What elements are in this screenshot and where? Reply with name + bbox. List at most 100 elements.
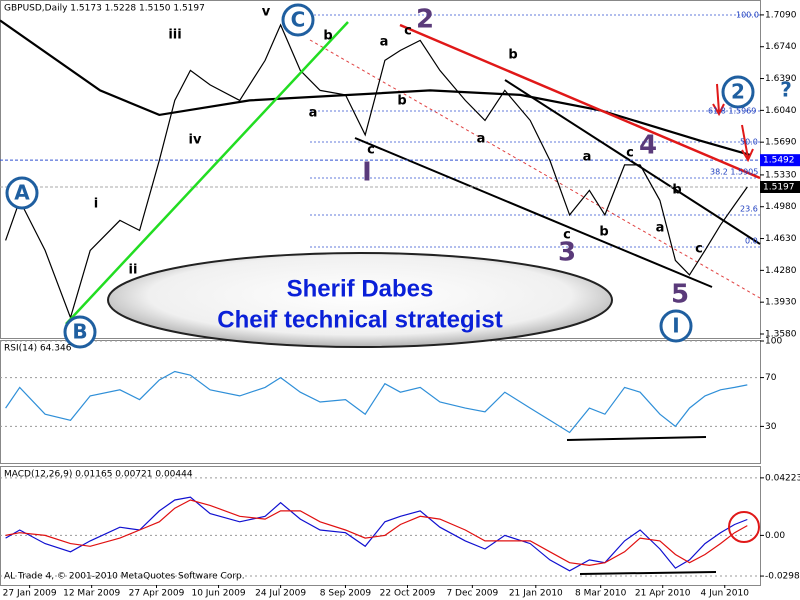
highlight-circle [728, 511, 760, 543]
wave-label: 3 [558, 238, 576, 268]
x-tick-label: 8 Mar 2010 [575, 589, 627, 599]
fib-label: 61.8 1.5969 [708, 107, 756, 116]
wave-label: 2 [416, 5, 434, 35]
x-tick-label: 27 Apr 2009 [129, 589, 185, 599]
wave-label: a [309, 106, 318, 121]
support-line [566, 436, 707, 441]
fib-label: 100.0 [736, 11, 759, 20]
box-text: Sherif Dabes [287, 275, 434, 302]
wave-label: 5 [671, 280, 689, 310]
series-line [5, 499, 748, 567]
y-tick-label: 1.6040 [765, 106, 797, 116]
y-tick-label: 1.4980 [765, 202, 797, 212]
wave-label: c [563, 228, 571, 243]
wave-label: c [404, 24, 412, 39]
fib-label: 38.2 1.5905 [710, 168, 758, 177]
trend-line [309, 39, 761, 299]
wave-label: i [94, 197, 98, 212]
y-tick-label: 0.00 [765, 531, 785, 541]
fib-label: 23.6 [740, 205, 758, 214]
x-tick-label: 10 Jun 2009 [191, 589, 245, 599]
trend-line [354, 137, 713, 288]
wave-label: C [291, 8, 306, 32]
wave-circle [659, 309, 693, 343]
wave-label: b [323, 29, 332, 44]
x-tick-label: 22 Oct 2009 [380, 589, 436, 599]
x-tick-label: 12 Mar 2009 [63, 589, 120, 599]
support-line [579, 571, 717, 575]
wave-label: a [380, 35, 389, 50]
series-line [0, 19, 751, 156]
data-layer: 1.7090 1.6740 1.6390 1.6040 1.5690 1.5330 1.49… [0, 10, 800, 599]
fib-label: 0.0 [745, 237, 758, 246]
y-tick-label: 1.3580 [765, 330, 797, 340]
series-line [5, 496, 748, 572]
box-text: Cheif technical strategist [217, 306, 502, 333]
series-line [5, 370, 748, 434]
x-tick-label: 8 Sep 2009 [320, 589, 372, 599]
y-tick-label: 1.6740 [765, 42, 797, 52]
wave-label: b [672, 183, 681, 198]
chart-title: GBPUSD,Daily 1.5173 1.5228 1.5150 1.5197 [4, 4, 205, 14]
x-tick-label: 4 Jun 2010 [701, 589, 750, 599]
wave-label: ii [129, 263, 138, 278]
y-tick-label: 100 [765, 337, 782, 347]
wave-circle [63, 315, 97, 349]
y-tick-label: 0.04223 [765, 473, 800, 483]
wave-label: b [397, 94, 406, 109]
arrow [741, 124, 754, 163]
y-tick-label: 1.6390 [765, 74, 797, 84]
x-tick-label: 27 Jan 2009 [3, 589, 57, 599]
drawings: Sherif Dabes Cheif technical strategist … [4, 3, 792, 582]
series-line [5, 23, 748, 320]
indicator-title: MACD(12,26,9) 0.01165 0.00721 0.00444 [4, 470, 193, 480]
wave-label: c [367, 143, 375, 158]
trend-line [65, 21, 349, 325]
y-tick-label: 1.5690 [765, 138, 797, 148]
wave-label: 4 [639, 131, 657, 161]
wave-label: v [262, 5, 271, 20]
rsi-panel [0, 340, 761, 464]
wave-label: I [672, 314, 679, 338]
copyright: AL Trade 4, © 2001-2010 MetaQuotes Softw… [4, 572, 245, 582]
price-tag [760, 154, 800, 167]
wave-label: c [695, 242, 703, 257]
y-tick-label: 70 [765, 373, 777, 383]
wave-label: b [599, 225, 608, 240]
wave-label: A [14, 181, 30, 205]
wave-label: iii [168, 28, 181, 43]
indicator-title: RSI(14) 64.346 [4, 344, 72, 354]
y-tick-label: -0.02984 [765, 572, 800, 582]
x-tick-label: 21 Jan 2010 [509, 589, 563, 599]
y-tick-label: 1.4280 [765, 266, 797, 276]
wave-label: a [583, 150, 592, 165]
wave-label: b [508, 48, 517, 63]
y-tick-label: 30 [765, 422, 777, 432]
wave-circle [721, 75, 755, 109]
trend-line [399, 23, 761, 180]
fib-label: 50.0 [740, 138, 758, 147]
x-tick-label: 24 Jul 2009 [255, 589, 306, 599]
wave-label: a [656, 221, 665, 236]
wave-label: B [72, 320, 87, 344]
wave-label: iv [189, 133, 202, 148]
y-tick-label: 1.5330 [765, 170, 797, 180]
wave-label: I [362, 158, 372, 188]
wave-label: 2 [731, 80, 745, 104]
trend-lines [309, 39, 761, 299]
wave-label: a [477, 132, 486, 147]
price-tag-label: 1.5197 [763, 183, 795, 193]
y-tick-label: 1.4630 [765, 234, 797, 244]
text-box [107, 252, 613, 348]
fib-levels [310, 14, 760, 248]
wave-label: c [626, 146, 634, 161]
y-tick-label: 1.3930 [765, 298, 797, 308]
wave-circle [5, 176, 39, 210]
price-tag [760, 181, 800, 193]
wave-label: ? [780, 78, 792, 102]
y-tick-label: 1.7090 [765, 10, 797, 20]
trend-line [504, 79, 761, 245]
macd-panel [0, 466, 761, 586]
x-tick-label: 21 Apr 2010 [635, 589, 691, 599]
